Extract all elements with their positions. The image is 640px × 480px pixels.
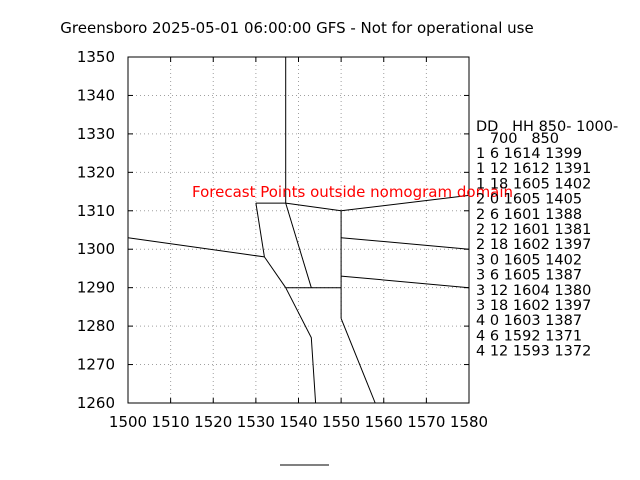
- nomogram-line-5: [127, 237, 265, 258]
- table-row: 4 6 1592 1371: [476, 328, 582, 344]
- y-tick-label: 1340: [77, 86, 115, 104]
- x-tick-labels: 1500 1510 1520 1530 1540 1550 1560 1570 1580: [109, 413, 488, 431]
- y-tick-labels: 1350 1340 1330 1320 1310 1300 1290 1280 1270 1260: [77, 48, 115, 412]
- nomogram-line-10: [341, 237, 470, 250]
- table-header-line2: 700 850: [476, 131, 559, 147]
- nomogram-line-13: [340, 318, 376, 404]
- y-tick-label: 1330: [77, 125, 115, 143]
- table-row: 3 18 1602 1397: [476, 298, 591, 314]
- series-group: [127, 57, 470, 404]
- table-row: 2 0 1605 1405: [476, 192, 582, 208]
- table-header-line1: DD HH 850- 1000-: [476, 119, 618, 135]
- table-row: 1 18 1605 1402: [476, 176, 591, 192]
- chart-title: Greensboro 2025-05-01 06:00:00 GFS - Not…: [60, 19, 533, 37]
- table-row: 1 12 1612 1391: [476, 161, 591, 177]
- x-tick-label: 1500: [109, 413, 147, 431]
- x-tick-label: 1540: [279, 413, 317, 431]
- table-row: 3 6 1605 1387: [476, 268, 582, 284]
- table-row: 2 18 1602 1397: [476, 237, 591, 253]
- nomogram-line-11: [341, 275, 470, 289]
- y-tick-label: 1270: [77, 356, 115, 374]
- annotation-warning: Forecast Points outside nomogram domain: [192, 183, 513, 201]
- x-tick-label: 1550: [322, 413, 360, 431]
- y-tick-label: 1350: [77, 48, 115, 66]
- forecast-table: DD HH 850- 1000- 700 850 1 6 1614 13991 …: [476, 119, 618, 360]
- x-tick-label: 1510: [152, 413, 190, 431]
- table-row: 4 12 1593 1372: [476, 344, 591, 360]
- y-tick-label: 1260: [77, 394, 115, 412]
- nomogram-line-12: [285, 287, 317, 404]
- plot-frame: [127, 56, 470, 404]
- y-tick-label: 1280: [77, 317, 115, 335]
- table-row: 3 12 1604 1380: [476, 283, 591, 299]
- nomogram-line-7: [285, 202, 312, 288]
- x-tick-label: 1530: [237, 413, 275, 431]
- table-row: 3 0 1605 1402: [476, 252, 582, 268]
- x-tick-label: 1520: [194, 413, 232, 431]
- nomogram-line-6: [263, 256, 287, 288]
- table-row: 2 6 1601 1388: [476, 207, 582, 223]
- y-tick-label: 1310: [77, 202, 115, 220]
- y-tick-label: 1320: [77, 163, 115, 181]
- x-tick-label: 1560: [365, 413, 403, 431]
- table-row: 4 0 1603 1387: [476, 313, 582, 329]
- nomogram-line-3: [341, 194, 470, 212]
- y-tick-label: 1300: [77, 240, 115, 258]
- table-row: 1 6 1614 1399: [476, 146, 582, 162]
- table-row: 2 12 1601 1381: [476, 222, 591, 238]
- nomogram-line-2: [285, 202, 342, 212]
- x-tick-label: 1570: [407, 413, 445, 431]
- nomogram-line-4: [255, 203, 265, 257]
- y-tick-label: 1290: [77, 279, 115, 297]
- grid-lines: [127, 56, 470, 404]
- x-tick-label: 1580: [450, 413, 488, 431]
